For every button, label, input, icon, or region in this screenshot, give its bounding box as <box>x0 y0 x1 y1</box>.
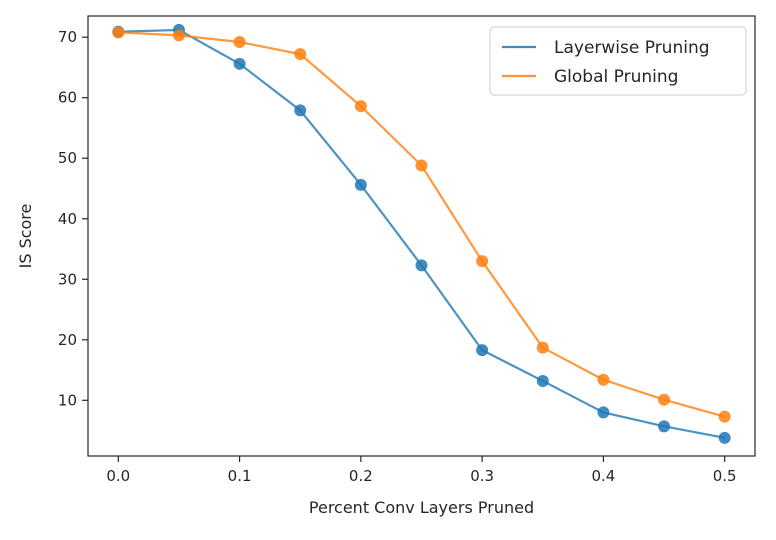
series-1 <box>112 26 731 423</box>
data-point <box>718 431 731 444</box>
x-tick-label: 0.4 <box>591 467 615 485</box>
data-point <box>476 255 489 268</box>
data-point <box>294 48 307 61</box>
data-point <box>658 420 671 433</box>
data-point <box>536 341 549 354</box>
x-tick-label: 0.3 <box>470 467 494 485</box>
x-tick-label: 0.5 <box>713 467 737 485</box>
legend-label-layerwise: Layerwise Pruning <box>554 38 710 58</box>
y-tick-label: 10 <box>58 391 77 409</box>
data-point <box>172 29 185 42</box>
legend-box <box>489 26 747 96</box>
data-point <box>354 100 367 113</box>
data-point <box>597 406 610 419</box>
data-point <box>354 178 367 191</box>
data-point <box>112 26 125 39</box>
data-point <box>476 344 489 357</box>
data-point <box>294 104 307 117</box>
x-tick-label: 0.1 <box>228 467 252 485</box>
series-0 <box>112 23 731 444</box>
data-point <box>233 36 246 49</box>
x-axis: 0.0 0.1 0.2 0.3 0.4 0.5 <box>106 456 737 485</box>
y-tick-label: 70 <box>58 28 77 46</box>
x-tick-label: 0.2 <box>349 467 373 485</box>
data-point <box>658 393 671 406</box>
data-point <box>718 410 731 423</box>
data-point <box>536 374 549 387</box>
y-axis: 10 20 30 40 50 60 70 <box>58 28 88 409</box>
plot-layer <box>112 23 731 444</box>
y-tick-label: 20 <box>58 331 77 349</box>
legend-label-global: Global Pruning <box>554 67 678 87</box>
y-tick-label: 40 <box>58 210 77 228</box>
data-point <box>415 159 428 172</box>
y-tick-label: 60 <box>58 89 77 107</box>
data-point <box>415 259 428 272</box>
data-point <box>233 57 246 70</box>
y-axis-label: IS Score <box>16 204 35 269</box>
x-tick-label: 0.0 <box>106 467 130 485</box>
y-tick-label: 30 <box>58 270 77 288</box>
legend: Layerwise Pruning Global Pruning <box>489 26 747 96</box>
data-point <box>597 373 610 386</box>
plot-frame <box>87 15 756 457</box>
x-axis-label: Percent Conv Layers Pruned <box>309 498 534 517</box>
y-tick-label: 50 <box>58 149 77 167</box>
